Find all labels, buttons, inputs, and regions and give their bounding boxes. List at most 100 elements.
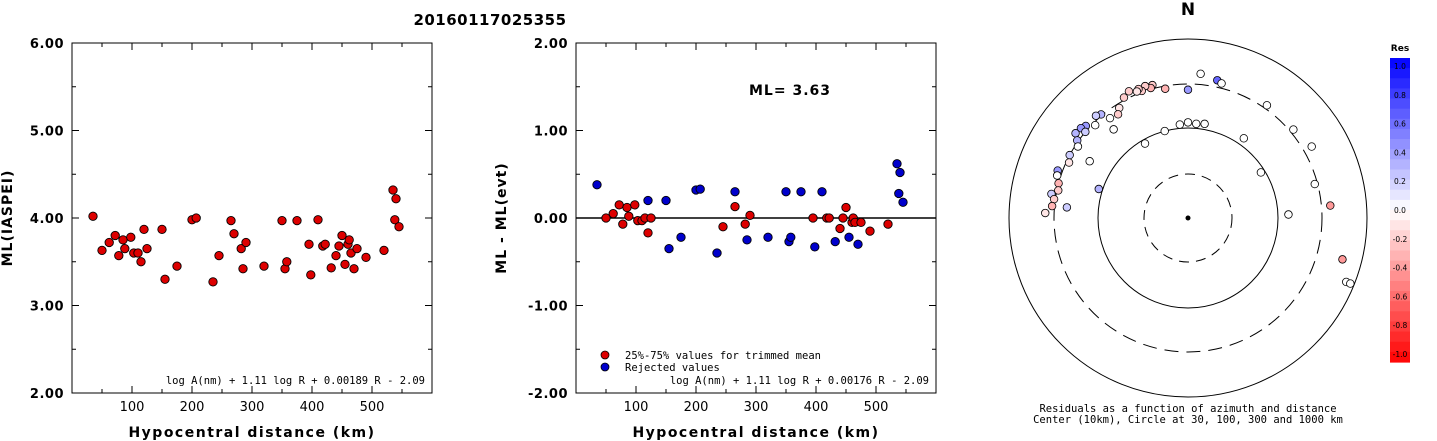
station-point <box>1054 186 1063 195</box>
colorbar-cell <box>1390 88 1410 100</box>
data-point <box>361 252 371 263</box>
data-points <box>88 185 404 287</box>
ring-300km <box>1053 83 1323 353</box>
y-tick-label: 2.00 <box>30 387 64 402</box>
y-tick-label: 5.00 <box>30 125 64 140</box>
colorbar-cell <box>1390 149 1410 160</box>
station-point <box>1049 194 1059 204</box>
legend: 25%-75% values for trimmed mean Rejected… <box>600 350 821 374</box>
colorbar-tick-label: 1.0 <box>1394 62 1406 71</box>
north-label: N <box>1181 0 1195 20</box>
data-point <box>390 215 400 225</box>
x-tick-label: 400 <box>300 400 325 415</box>
colorbar-title: Res <box>1391 44 1409 54</box>
station-point <box>1307 142 1316 151</box>
colorbar-cell <box>1390 250 1410 262</box>
station-point <box>1073 142 1083 151</box>
data-point <box>326 263 336 273</box>
station-point <box>1105 113 1115 123</box>
x-tick-label: 300 <box>744 400 769 415</box>
colorbar-cell <box>1390 351 1410 363</box>
data-point <box>142 243 152 254</box>
data-point <box>781 187 791 197</box>
data-point <box>763 232 773 242</box>
colorbar-ticks: 1.0 0.8 0.6 0.4 0.2 0.0 -0.2 -0.4 -0.6 -0.8 -1.0 <box>1393 62 1408 359</box>
legend-label-trimmed: 25%-75% values for trimmed mean <box>625 350 821 362</box>
data-point <box>786 232 796 242</box>
data-point <box>661 195 671 206</box>
station-point <box>1217 79 1226 88</box>
x-tick-label: 200 <box>684 400 709 415</box>
colorbar-tick-label: 0.4 <box>1394 148 1406 157</box>
colorbar-cell <box>1390 260 1410 272</box>
ml-annotation: ML= 3.63 <box>749 83 831 99</box>
ring-1000km <box>1008 38 1368 398</box>
legend-label-rejected: Rejected values <box>625 362 720 374</box>
colorbar-tick-label: -0.2 <box>1393 235 1408 244</box>
colorbar-cell <box>1390 78 1410 89</box>
colorbar-cell <box>1390 291 1410 302</box>
x-axis-label: Hypocentral distance (km) <box>632 425 879 441</box>
y-tick-label: 6.00 <box>30 37 64 52</box>
station-point <box>1160 126 1169 136</box>
colorbar-cell <box>1390 159 1410 171</box>
y-tick-label: 4.00 <box>30 212 64 227</box>
y-tick-label: -2.00 <box>528 387 568 402</box>
data-point <box>601 213 611 223</box>
colorbar-scale <box>1390 58 1410 363</box>
y-tick-label: 3.00 <box>30 300 64 315</box>
station-point <box>1183 85 1193 94</box>
data-point <box>114 250 124 261</box>
station-point <box>1175 120 1185 129</box>
x-tick-label: 100 <box>120 400 145 415</box>
colorbar-tick-label: 0.6 <box>1394 120 1406 129</box>
data-point <box>236 243 246 254</box>
y-tick-label: 2.00 <box>534 37 568 52</box>
data-point <box>592 180 602 190</box>
station-point <box>1338 255 1347 264</box>
data-point <box>817 187 827 197</box>
data-point <box>277 215 287 226</box>
station-point <box>1196 69 1205 78</box>
colorbar-tick-label: 0.0 <box>1394 206 1406 215</box>
station-point <box>1140 139 1150 148</box>
colorbar-cell <box>1390 270 1410 282</box>
x-tick-label: 500 <box>864 400 889 415</box>
station-point <box>1081 127 1090 137</box>
data-point <box>344 235 354 245</box>
station-point <box>1091 121 1100 130</box>
colorbar-cell <box>1390 321 1410 333</box>
data-point <box>808 213 818 223</box>
x-tick-label: 300 <box>240 400 265 415</box>
colorbar-cell <box>1390 301 1410 312</box>
station-point <box>1065 150 1074 160</box>
data-point <box>695 184 705 194</box>
station-point <box>1109 125 1118 134</box>
x-tick-label: 400 <box>804 400 829 415</box>
data-point <box>718 222 728 232</box>
data-point <box>306 270 316 280</box>
station-residuals <box>1041 69 1355 288</box>
y-tick-label: 0.00 <box>534 212 568 227</box>
colorbar-cell <box>1390 220 1410 231</box>
data-point <box>740 219 750 229</box>
data-point <box>241 237 251 248</box>
station-point <box>1062 203 1072 212</box>
data-point <box>742 235 752 245</box>
y-axis-label: ML - ML(evt) <box>494 162 510 273</box>
station-point <box>1310 179 1319 189</box>
data-point <box>730 201 740 212</box>
data-point <box>892 159 902 169</box>
station-point <box>1326 201 1335 210</box>
data-point <box>133 248 143 258</box>
data-point <box>810 242 820 252</box>
colorbar-cell <box>1390 199 1410 211</box>
colorbar-cell <box>1390 179 1410 191</box>
x-tick-label: 200 <box>180 400 205 415</box>
colorbar-cell <box>1390 98 1410 110</box>
data-point <box>844 232 854 242</box>
y-tick-label: 1.00 <box>534 125 568 140</box>
x-axis: 100 200 300 400 500 <box>605 43 907 415</box>
y-axis-label: ML(IASPEI) <box>0 170 16 267</box>
